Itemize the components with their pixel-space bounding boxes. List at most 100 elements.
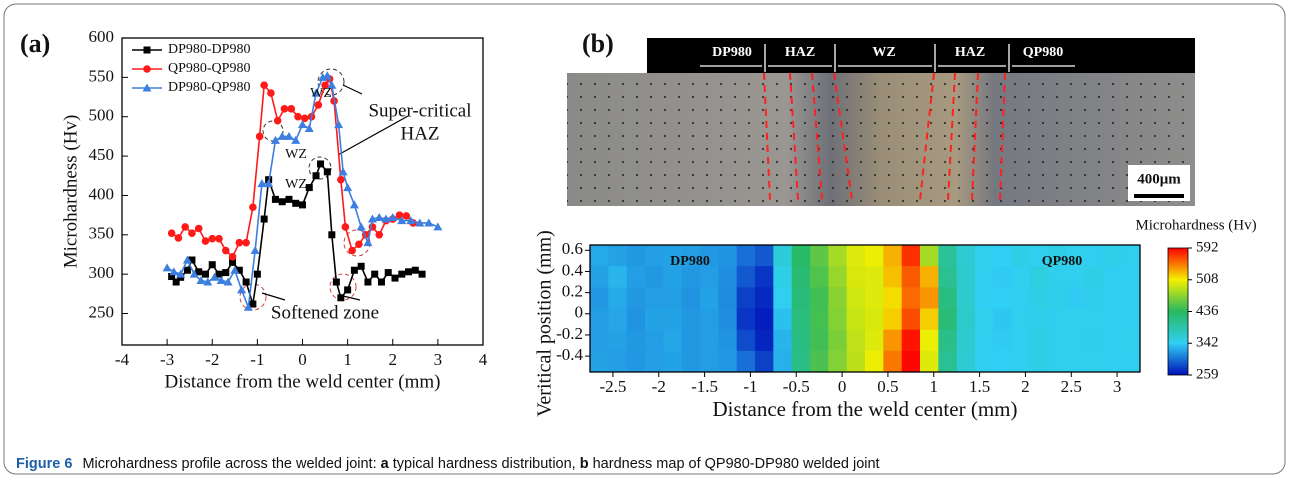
heat-cell [901, 245, 921, 267]
heat-cell [993, 245, 1013, 267]
data-point [367, 214, 377, 223]
data-point [363, 238, 373, 247]
heat-cell [901, 350, 921, 373]
panel-label: (a) [20, 29, 50, 58]
heat-cell [920, 329, 939, 352]
heat-cell [608, 329, 628, 352]
heat-cell [883, 308, 903, 331]
x-tick-label: 0 [298, 350, 307, 369]
caption-text: hardness map of QP980-DP980 welded joint [589, 456, 880, 472]
heat-cell [645, 308, 664, 331]
data-point [299, 201, 306, 209]
heat-cell [938, 287, 958, 309]
x-tick-label: -2 [652, 377, 666, 396]
heat-cell [1085, 350, 1104, 373]
heat-cell [1103, 350, 1123, 373]
heat-cell [938, 245, 958, 267]
x-tick-label: -4 [115, 350, 130, 369]
heat-cell [1066, 308, 1086, 331]
data-point [348, 246, 356, 255]
data-point [267, 89, 275, 97]
heat-cell [1011, 266, 1031, 288]
heat-cell [956, 245, 976, 267]
x-axis-label: Distance from the weld center (mm) [713, 397, 1018, 421]
data-point [371, 270, 379, 278]
heat-cell [1085, 266, 1104, 288]
legend-label: DP980-DP980 [168, 42, 250, 57]
heat-cell [773, 266, 793, 288]
data-point [406, 216, 416, 225]
heat-cell [865, 329, 884, 352]
heat-cell [1103, 287, 1123, 309]
y-tick-label: -0.4 [556, 345, 583, 364]
heat-cell [938, 266, 958, 288]
heat-cell [590, 266, 609, 288]
heat-cell [1066, 287, 1086, 309]
heat-cell [846, 266, 866, 288]
heat-cell [975, 329, 994, 352]
heat-cell [718, 287, 738, 309]
heat-cell [626, 308, 646, 331]
heat-cell [975, 266, 994, 288]
heat-cell [718, 350, 738, 373]
heat-cell [1121, 245, 1141, 267]
data-point [242, 238, 250, 247]
heat-cell [791, 266, 811, 288]
data-point [260, 81, 268, 90]
heat-cell [590, 329, 609, 352]
heat-cell [1085, 287, 1104, 309]
caption-text: a [381, 456, 390, 472]
data-point [327, 80, 337, 89]
heat-cell [681, 266, 701, 288]
heat-cell [1030, 350, 1049, 373]
y-axis-label: Microhardness (Hv) [60, 115, 81, 269]
data-point [323, 168, 331, 176]
heat-cell [700, 308, 719, 331]
heat-cell [993, 308, 1013, 331]
heat-cell [993, 329, 1013, 352]
data-point [194, 224, 203, 233]
heat-cell [956, 266, 976, 288]
data-point [235, 238, 244, 247]
data-point [255, 132, 264, 141]
heat-cell [700, 245, 719, 267]
heat-cell [590, 245, 609, 267]
colorbar-tick-label: 259 [1196, 366, 1219, 382]
heat-cell [645, 287, 664, 309]
heat-cell [1103, 329, 1123, 352]
heat-cell [1085, 329, 1104, 352]
heat-cell [883, 245, 903, 267]
heat-cell [846, 308, 866, 331]
data-point [195, 268, 203, 276]
y-axis-label: Veritical position (mm) [534, 230, 556, 417]
heat-cell [1030, 266, 1049, 288]
data-point [415, 218, 425, 227]
data-point [143, 65, 151, 73]
data-point [334, 120, 344, 129]
data-point [312, 172, 320, 180]
heat-cell [1103, 266, 1123, 288]
data-point [162, 263, 172, 272]
heat-cell [645, 266, 664, 288]
heat-cell [865, 350, 884, 373]
panel-label: (b) [582, 29, 614, 58]
y-tick-label: 0.6 [562, 239, 583, 258]
data-point [181, 223, 189, 231]
x-tick-label: -2 [205, 350, 219, 369]
heat-cell [700, 350, 719, 373]
heat-cell [883, 266, 903, 288]
annotation: DP980 [670, 254, 710, 269]
heat-cell [1066, 329, 1086, 352]
heat-cell [993, 287, 1013, 309]
zone-label: HAZ [955, 45, 985, 60]
heat-cell [920, 287, 939, 309]
heat-cell [810, 350, 829, 373]
data-point [337, 294, 345, 302]
heat-cell [1048, 350, 1068, 373]
heat-cell [626, 329, 646, 352]
data-point [405, 268, 413, 276]
zone-label: DP980 [712, 45, 752, 60]
heat-cell [645, 350, 664, 373]
heat-cell [736, 329, 756, 352]
